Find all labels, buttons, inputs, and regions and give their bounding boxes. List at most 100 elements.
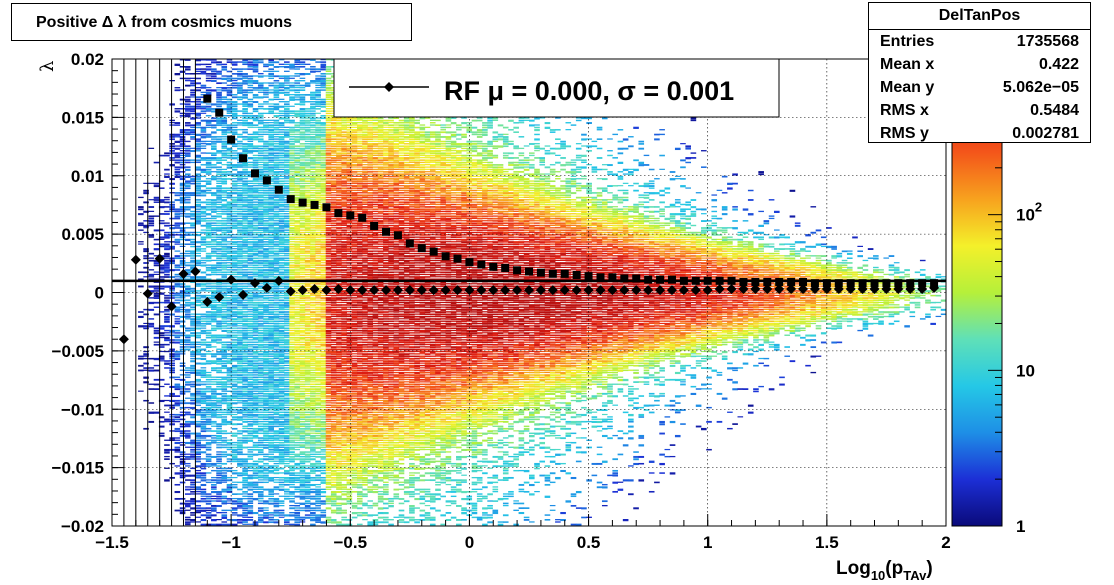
sigma-point — [680, 277, 688, 285]
sigma-point — [739, 278, 747, 286]
sigma-point — [549, 270, 557, 278]
sigma-point — [418, 244, 426, 252]
stats-box: DelTanPos Entries 1735568 Mean x 0.422 Mea… — [868, 2, 1091, 143]
stats-label: Mean y — [880, 76, 934, 99]
sigma-point — [799, 278, 807, 286]
sigma-point — [203, 95, 211, 103]
sigma-point — [704, 277, 712, 285]
stats-label: RMS x — [880, 99, 929, 122]
sigma-point — [906, 279, 914, 287]
sigma-point — [215, 109, 223, 117]
x-tick-label: 1.5 — [815, 533, 839, 552]
rf-point — [310, 284, 320, 294]
stats-value: 5.062e−05 — [1003, 76, 1079, 99]
sigma-point — [596, 273, 604, 281]
rf-point — [131, 255, 141, 265]
stats-row: Mean y 5.062e−05 — [869, 76, 1090, 99]
y-tick-label: −0.005 — [52, 342, 104, 361]
y-axis-title: λ — [37, 61, 58, 72]
chart-title: Positive Δ λ from cosmics muons — [11, 3, 412, 41]
y-tick-label: 0.015 — [61, 108, 104, 127]
sigma-point — [835, 279, 843, 287]
title-text: Positive Δ λ from cosmics muons — [36, 14, 292, 31]
sigma-point — [608, 273, 616, 281]
sigma-point — [227, 136, 235, 144]
sigma-point — [525, 267, 533, 275]
sigma-point — [370, 222, 378, 230]
sigma-point — [632, 274, 640, 282]
sigma-point — [311, 201, 319, 209]
sigma-point — [644, 276, 652, 284]
sigma-point — [263, 176, 271, 184]
z-tick-label: 102 — [1016, 200, 1042, 225]
stats-value: 1735568 — [1017, 30, 1079, 53]
y-tick-label: 0.01 — [71, 167, 104, 186]
y-tick-label: 0 — [95, 284, 104, 303]
sigma-point — [716, 277, 724, 285]
z-tick-label: 1 — [1016, 517, 1025, 536]
sigma-point — [394, 231, 402, 239]
sigma-point — [382, 228, 390, 236]
sigma-point — [894, 279, 902, 287]
sigma-point — [882, 279, 890, 287]
sigma-point — [346, 211, 354, 219]
sigma-point — [299, 199, 307, 207]
x-tick-label: 0.5 — [577, 533, 601, 552]
legend-label: RF μ = 0.000, σ = 0.001 — [444, 76, 734, 106]
sigma-point — [847, 279, 855, 287]
x-axis: −1.5 −1 −0.5 0 0.5 1 1.5 2 — [95, 514, 951, 552]
stats-label: Entries — [880, 30, 934, 53]
sigma-point — [585, 272, 593, 280]
sigma-point — [751, 278, 759, 286]
x-tick-label: −0.5 — [334, 533, 368, 552]
stats-row: Entries 1735568 — [869, 30, 1090, 53]
sigma-point — [537, 269, 545, 277]
stats-row: Mean x 0.422 — [869, 53, 1090, 76]
x-tick-label: −1 — [221, 533, 240, 552]
sigma-point — [287, 195, 295, 203]
z-tick-label: 10 — [1016, 361, 1035, 380]
y-tick-label: −0.02 — [61, 517, 104, 536]
sigma-point — [465, 258, 473, 266]
stats-value: 0.5484 — [1030, 99, 1079, 122]
sigma-point — [561, 270, 569, 278]
stats-label: RMS y — [880, 122, 929, 145]
y-tick-label: −0.01 — [61, 400, 104, 419]
stats-value: 0.422 — [1039, 53, 1079, 76]
sigma-point — [871, 279, 879, 287]
y-tick-label: 0.02 — [71, 50, 104, 69]
sigma-point — [859, 279, 867, 287]
sigma-point — [430, 248, 438, 256]
sigma-point — [930, 279, 938, 287]
stats-value: 0.002781 — [1012, 122, 1079, 145]
sigma-point — [692, 277, 700, 285]
sigma-point — [501, 264, 509, 272]
sigma-point — [763, 278, 771, 286]
sigma-point — [454, 255, 462, 263]
sigma-point — [918, 279, 926, 287]
sigma-point — [573, 271, 581, 279]
y-tick-label: −0.015 — [52, 459, 104, 478]
x-tick-label: 0 — [465, 533, 474, 552]
x-tick-label: 2 — [941, 533, 950, 552]
sigma-point — [620, 274, 628, 282]
rf-point — [333, 284, 343, 294]
x-tick-label: 1 — [703, 533, 712, 552]
sigma-point — [406, 239, 414, 247]
legend: RF μ = 0.000, σ = 0.001 — [334, 59, 779, 117]
sigma-point — [322, 203, 330, 211]
stats-row: RMS x 0.5484 — [869, 99, 1090, 122]
sigma-point — [334, 209, 342, 217]
rf-point — [119, 334, 129, 344]
sigma-point — [787, 278, 795, 286]
sigma-point — [823, 279, 831, 287]
stats-label: Mean x — [880, 53, 934, 76]
sigma-point — [239, 154, 247, 162]
x-axis-title: Log10(pTAv) — [836, 558, 933, 583]
sigma-point — [811, 279, 819, 287]
sigma-point — [668, 276, 676, 284]
sigma-point — [489, 263, 497, 271]
sigma-point — [358, 214, 366, 222]
y-tick-label: 0.005 — [61, 225, 104, 244]
y-axis: −0.02 −0.015 −0.01 −0.005 0 0.005 0.01 0.015 0.0… — [52, 50, 124, 536]
